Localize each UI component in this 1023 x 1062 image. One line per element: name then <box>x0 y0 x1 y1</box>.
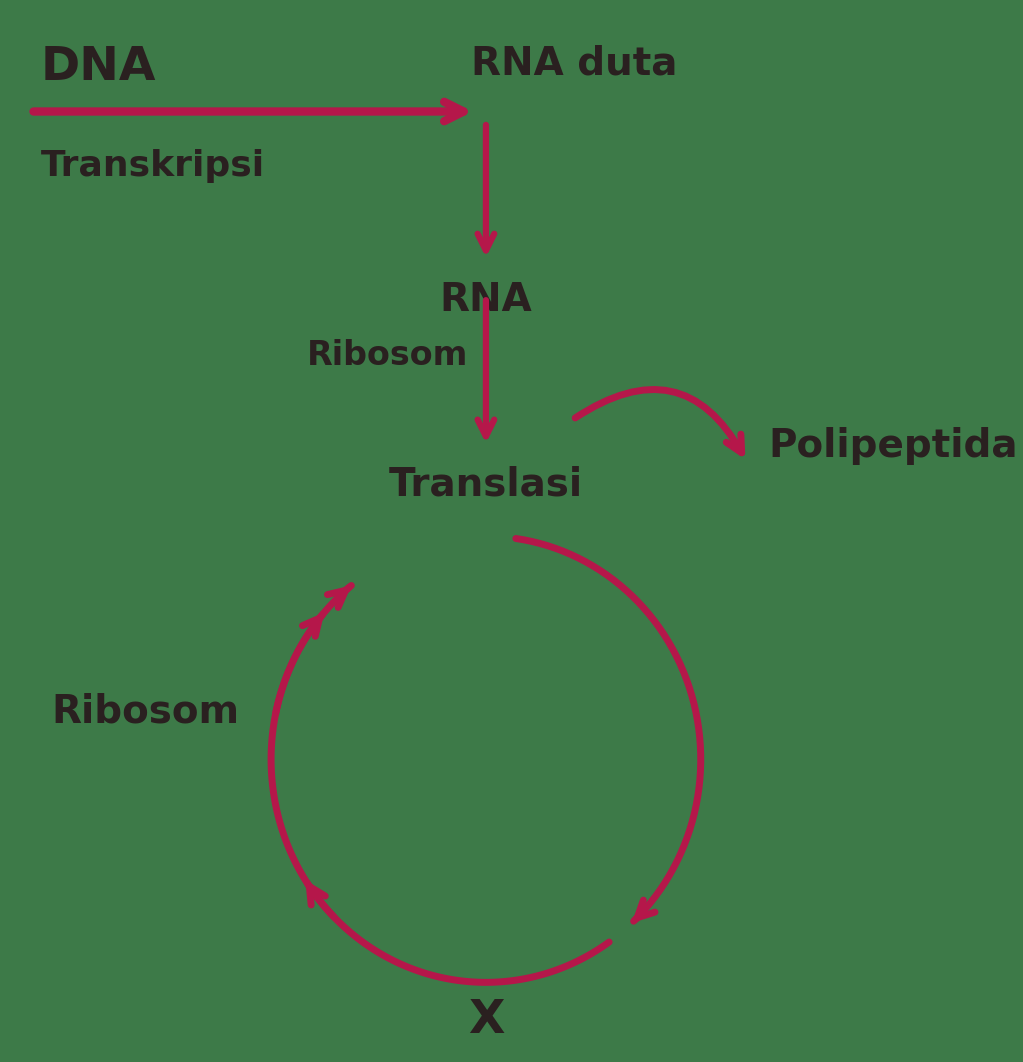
Text: Polipeptida: Polipeptida <box>768 427 1018 465</box>
Text: RNA duta: RNA duta <box>471 45 677 83</box>
Text: X: X <box>468 998 504 1043</box>
Text: RNA: RNA <box>440 281 532 320</box>
Text: DNA: DNA <box>41 45 157 89</box>
Text: Ribosom: Ribosom <box>307 339 469 373</box>
Text: Transkripsi: Transkripsi <box>41 149 265 183</box>
Text: Ribosom: Ribosom <box>51 692 239 731</box>
Text: Translasi: Translasi <box>389 465 583 503</box>
